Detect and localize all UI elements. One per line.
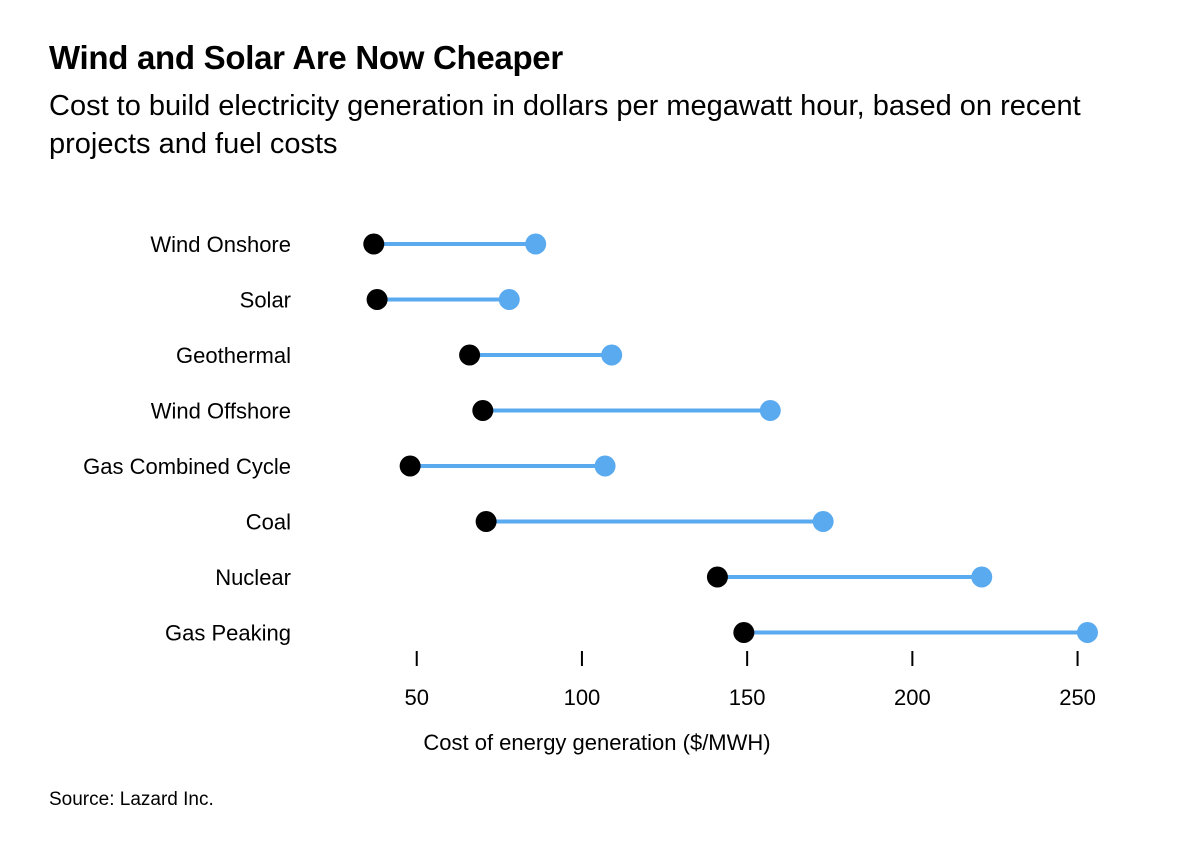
x-tick-label: 50 <box>404 685 428 710</box>
category-label: Gas Peaking <box>165 621 291 646</box>
high-point <box>759 400 781 421</box>
category-label: Wind Offshore <box>151 399 291 424</box>
high-point <box>601 344 623 366</box>
x-tick-label: 150 <box>729 685 766 710</box>
low-point <box>363 233 385 255</box>
high-point <box>525 233 547 255</box>
source-note: Source: Lazard Inc. <box>49 789 214 810</box>
category-label: Coal <box>246 510 291 535</box>
high-point <box>812 511 834 532</box>
high-point <box>1076 622 1098 643</box>
high-point <box>498 289 520 310</box>
high-point <box>594 455 616 477</box>
x-axis: 50 100 150 200 250 <box>404 651 1096 710</box>
low-point <box>733 622 755 643</box>
low-point <box>475 511 497 532</box>
x-axis-label: Cost of energy generation ($/MWH) <box>423 730 770 755</box>
category-label: Gas Combined Cycle <box>83 454 291 479</box>
row-geothermal: Geothermal <box>176 343 623 368</box>
x-tick-label: 100 <box>564 685 601 710</box>
row-coal: Coal <box>246 510 834 535</box>
category-label: Solar <box>240 288 291 313</box>
row-wind-onshore: Wind Onshore <box>150 232 547 257</box>
low-point <box>459 344 481 366</box>
x-tick-label: 200 <box>894 685 931 710</box>
low-point <box>366 289 388 310</box>
row-gas-peaking: Gas Peaking <box>165 621 1098 646</box>
category-label: Geothermal <box>176 343 291 368</box>
x-tick-label: 250 <box>1059 685 1096 710</box>
high-point <box>971 566 993 588</box>
low-point <box>399 455 421 477</box>
category-label: Wind Onshore <box>150 232 291 257</box>
chart-subtitle: Cost to build electricity generation in … <box>49 90 1081 160</box>
low-point <box>706 566 728 588</box>
chart-rows: Wind Onshore Solar Geothermal Wind Offshore… <box>83 232 1098 646</box>
category-label: Nuclear <box>215 565 291 590</box>
row-gas-combined-cycle: Gas Combined Cycle <box>83 454 616 479</box>
row-wind-offshore: Wind Offshore <box>151 399 781 424</box>
chart-title: Wind and Solar Are Now Cheaper <box>49 39 563 76</box>
low-point <box>472 400 494 421</box>
row-nuclear: Nuclear <box>215 565 993 590</box>
row-solar: Solar <box>240 288 520 313</box>
